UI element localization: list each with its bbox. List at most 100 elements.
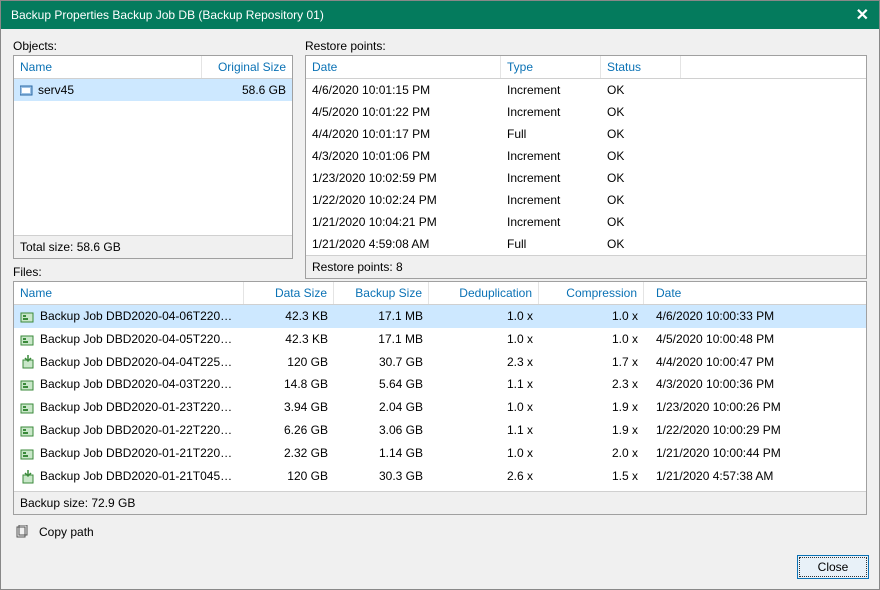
object-size: 58.6 GB: [202, 79, 292, 101]
col-file-name[interactable]: Name: [14, 282, 244, 304]
rp-date: 4/4/2020 10:01:17 PM: [306, 123, 501, 145]
rp-status: OK: [601, 167, 681, 189]
file-row[interactable]: Backup Job DBD2020-01-21T220044_...2.32 …: [14, 442, 866, 465]
files-body: Backup Job DBD2020-04-06T220033_...42.3 …: [14, 305, 866, 491]
rp-type: Increment: [501, 145, 601, 167]
rp-date: 1/23/2020 10:02:59 PM: [306, 167, 501, 189]
col-type[interactable]: Type: [501, 56, 601, 78]
file-compression: 1.7 x: [539, 351, 644, 374]
col-file-date[interactable]: Date: [644, 282, 866, 304]
copy-icon: [15, 525, 29, 539]
file-dedup: 1.1 x: [429, 419, 539, 442]
col-backup-size[interactable]: Backup Size: [334, 282, 429, 304]
file-row[interactable]: Backup Job DBD2020-04-06T220033_...42.3 …: [14, 305, 866, 328]
file-name: Backup Job DBD2020-04-03T220036_...: [14, 373, 244, 396]
files-panel: Files: Name Data Size Backup Size Dedupl…: [13, 265, 867, 515]
file-data-size: 2.32 GB: [244, 442, 334, 465]
restore-point-row[interactable]: 1/23/2020 10:02:59 PMIncrementOK: [306, 167, 866, 189]
file-compression: 1.9 x: [539, 396, 644, 419]
file-row[interactable]: Backup Job DBD2020-01-22T220029_...6.26 …: [14, 419, 866, 442]
objects-row[interactable]: serv4558.6 GB: [14, 79, 292, 101]
file-compression: 2.3 x: [539, 373, 644, 396]
restore-point-row[interactable]: 4/4/2020 10:01:17 PMFullOK: [306, 123, 866, 145]
rp-date: 1/21/2020 4:59:08 AM: [306, 233, 501, 255]
restore-point-row[interactable]: 4/5/2020 10:01:22 PMIncrementOK: [306, 101, 866, 123]
close-button[interactable]: Close: [797, 555, 869, 579]
col-data-size[interactable]: Data Size: [244, 282, 334, 304]
file-name: Backup Job DBD2020-04-05T220048_...: [14, 328, 244, 351]
restore-points-panel: Restore points: Date Type Status 4/6/202…: [305, 39, 867, 259]
button-row: Close: [1, 549, 879, 589]
file-data-size: 120 GB: [244, 465, 334, 488]
file-data-size: 3.94 GB: [244, 396, 334, 419]
objects-footer: Total size: 58.6 GB: [14, 235, 292, 258]
rp-status: OK: [601, 233, 681, 255]
close-icon[interactable]: ✕: [856, 5, 869, 25]
rp-type: Full: [501, 233, 601, 255]
restore-point-row[interactable]: 1/22/2020 10:02:24 PMIncrementOK: [306, 189, 866, 211]
col-compression[interactable]: Compression: [539, 282, 644, 304]
file-dedup: 1.0 x: [429, 396, 539, 419]
objects-label: Objects:: [13, 39, 293, 53]
file-data-size: 120 GB: [244, 351, 334, 374]
restore-point-row[interactable]: 4/3/2020 10:01:06 PMIncrementOK: [306, 145, 866, 167]
col-deduplication[interactable]: Deduplication: [429, 282, 539, 304]
file-dedup: 1.0 x: [429, 305, 539, 328]
restore-points-body: 4/6/2020 10:01:15 PMIncrementOK4/5/2020 …: [306, 79, 866, 255]
file-data-size: 42.3 KB: [244, 328, 334, 351]
rp-status: OK: [601, 145, 681, 167]
file-row[interactable]: Backup Job DBD2020-01-21T045738_...120 G…: [14, 465, 866, 488]
file-compression: 1.0 x: [539, 328, 644, 351]
file-dedup: 2.6 x: [429, 465, 539, 488]
file-name: Backup Job DBD2020-04-04T225607_...: [14, 351, 244, 374]
file-name: Backup Job DBD2020-01-21T220044_...: [14, 442, 244, 465]
objects-box: Name Original Size serv4558.6 GB Total s…: [13, 55, 293, 259]
restore-points-label: Restore points:: [305, 39, 867, 53]
rp-status: OK: [601, 189, 681, 211]
file-row[interactable]: Backup Job DBD2020-04-03T220036_...14.8 …: [14, 373, 866, 396]
rp-status: OK: [601, 101, 681, 123]
file-name: Backup Job DBD2020-04-06T220033_...: [14, 305, 244, 328]
file-backup-size: 2.04 GB: [334, 396, 429, 419]
rp-date: 4/3/2020 10:01:06 PM: [306, 145, 501, 167]
file-dedup: 1.1 x: [429, 373, 539, 396]
file-data-size: 14.8 GB: [244, 373, 334, 396]
restore-point-row[interactable]: 4/6/2020 10:01:15 PMIncrementOK: [306, 79, 866, 101]
copy-path-button[interactable]: Copy path: [13, 521, 867, 541]
col-name[interactable]: Name: [14, 56, 202, 78]
files-label: Files:: [13, 265, 867, 279]
file-name: Backup Job DBD2020-01-21T045738_...: [14, 465, 244, 488]
rp-status: OK: [601, 123, 681, 145]
file-compression: 2.0 x: [539, 442, 644, 465]
files-footer: Backup size: 72.9 GB: [14, 491, 866, 514]
file-backup-size: 17.1 MB: [334, 328, 429, 351]
dialog-content: Objects: Name Original Size serv4558.6 G…: [1, 29, 879, 549]
file-date: 1/21/2020 10:00:44 PM: [644, 442, 866, 465]
col-original-size[interactable]: Original Size: [202, 56, 292, 78]
file-compression: 1.9 x: [539, 419, 644, 442]
col-status[interactable]: Status: [601, 56, 681, 78]
file-row[interactable]: Backup Job DBD2020-04-04T225607_...120 G…: [14, 351, 866, 374]
file-date: 4/6/2020 10:00:33 PM: [644, 305, 866, 328]
rp-date: 1/22/2020 10:02:24 PM: [306, 189, 501, 211]
file-backup-size: 17.1 MB: [334, 305, 429, 328]
files-box: Name Data Size Backup Size Deduplication…: [13, 281, 867, 515]
file-row[interactable]: Backup Job DBD2020-01-23T220026_...3.94 …: [14, 396, 866, 419]
titlebar[interactable]: Backup Properties Backup Job DB (Backup …: [1, 1, 879, 29]
file-date: 4/4/2020 10:00:47 PM: [644, 351, 866, 374]
rp-type: Increment: [501, 167, 601, 189]
file-backup-size: 30.7 GB: [334, 351, 429, 374]
col-date[interactable]: Date: [306, 56, 501, 78]
window-title: Backup Properties Backup Job DB (Backup …: [11, 8, 324, 22]
object-name: serv45: [14, 79, 202, 101]
col-spacer: [681, 56, 866, 78]
file-data-size: 42.3 KB: [244, 305, 334, 328]
copy-path-label: Copy path: [39, 525, 94, 539]
restore-point-row[interactable]: 1/21/2020 4:59:08 AMFullOK: [306, 233, 866, 255]
rp-type: Full: [501, 123, 601, 145]
restore-point-row[interactable]: 1/21/2020 10:04:21 PMIncrementOK: [306, 211, 866, 233]
file-name: Backup Job DBD2020-01-22T220029_...: [14, 419, 244, 442]
file-data-size: 6.26 GB: [244, 419, 334, 442]
rp-date: 4/5/2020 10:01:22 PM: [306, 101, 501, 123]
file-row[interactable]: Backup Job DBD2020-04-05T220048_...42.3 …: [14, 328, 866, 351]
